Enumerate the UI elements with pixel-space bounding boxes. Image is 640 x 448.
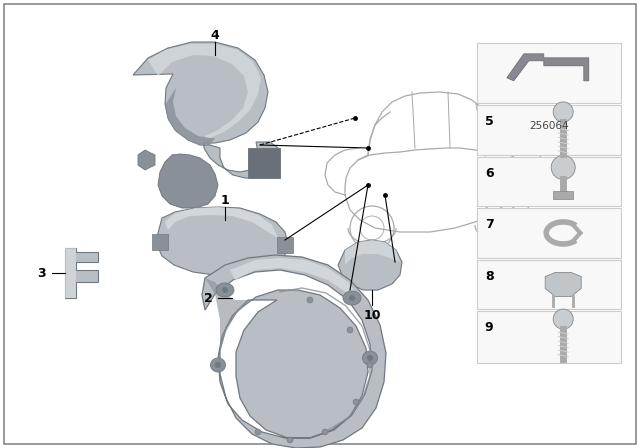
Polygon shape bbox=[65, 248, 76, 298]
Text: 10: 10 bbox=[364, 309, 381, 322]
Polygon shape bbox=[345, 240, 400, 265]
Circle shape bbox=[215, 362, 221, 368]
Circle shape bbox=[367, 362, 373, 368]
Text: 3: 3 bbox=[38, 267, 46, 280]
Ellipse shape bbox=[362, 351, 378, 365]
Circle shape bbox=[255, 429, 261, 435]
Polygon shape bbox=[165, 207, 278, 238]
Circle shape bbox=[367, 355, 373, 361]
Polygon shape bbox=[248, 148, 280, 178]
Ellipse shape bbox=[343, 291, 361, 305]
Polygon shape bbox=[277, 237, 293, 253]
Circle shape bbox=[353, 399, 359, 405]
Circle shape bbox=[347, 327, 353, 333]
Polygon shape bbox=[205, 278, 252, 352]
Polygon shape bbox=[152, 234, 168, 250]
Circle shape bbox=[349, 295, 355, 301]
Bar bbox=[477, 43, 621, 103]
Polygon shape bbox=[138, 150, 155, 170]
Text: 2: 2 bbox=[204, 292, 212, 305]
Polygon shape bbox=[133, 42, 280, 178]
Ellipse shape bbox=[216, 283, 234, 297]
Circle shape bbox=[222, 287, 228, 293]
Ellipse shape bbox=[211, 358, 225, 372]
Text: 5: 5 bbox=[485, 115, 493, 128]
Bar bbox=[477, 311, 621, 363]
Polygon shape bbox=[157, 207, 288, 275]
Text: 6: 6 bbox=[485, 167, 493, 180]
Polygon shape bbox=[65, 248, 98, 298]
Polygon shape bbox=[230, 258, 362, 300]
Circle shape bbox=[307, 297, 313, 303]
Polygon shape bbox=[507, 54, 589, 81]
Text: 9: 9 bbox=[485, 321, 493, 334]
Polygon shape bbox=[158, 154, 218, 208]
Polygon shape bbox=[545, 272, 581, 297]
Circle shape bbox=[287, 437, 293, 443]
Bar bbox=[477, 105, 621, 155]
Text: 8: 8 bbox=[485, 270, 493, 283]
Bar bbox=[477, 260, 621, 309]
Circle shape bbox=[553, 102, 573, 122]
Circle shape bbox=[551, 155, 575, 180]
Bar bbox=[477, 208, 621, 258]
Polygon shape bbox=[148, 44, 261, 140]
Bar bbox=[553, 191, 573, 199]
Polygon shape bbox=[202, 255, 386, 448]
Text: 7: 7 bbox=[485, 218, 493, 231]
Polygon shape bbox=[165, 88, 215, 145]
Text: 1: 1 bbox=[221, 194, 229, 207]
Text: 256064: 256064 bbox=[529, 121, 568, 131]
Text: 4: 4 bbox=[211, 29, 220, 42]
Polygon shape bbox=[338, 240, 402, 290]
Circle shape bbox=[553, 309, 573, 329]
Circle shape bbox=[322, 429, 328, 435]
Bar bbox=[477, 157, 621, 206]
